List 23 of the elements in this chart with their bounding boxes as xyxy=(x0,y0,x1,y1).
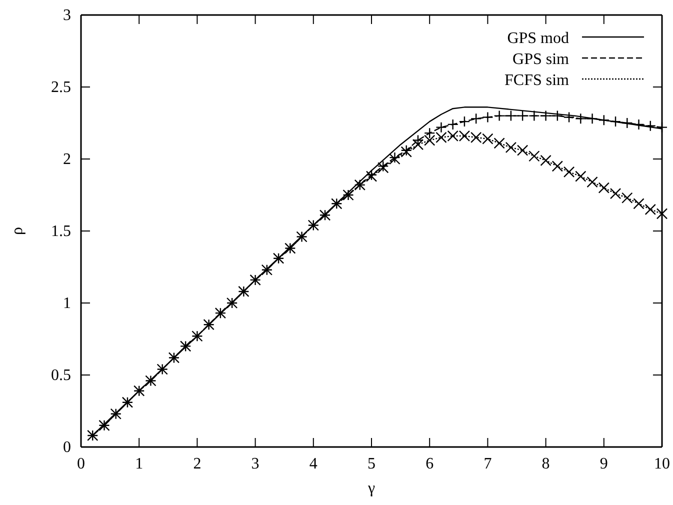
y-tick-label: 0 xyxy=(63,439,71,456)
x-tick-label: 5 xyxy=(368,455,376,472)
x-tick-label: 6 xyxy=(426,455,434,472)
x-tick-label: 1 xyxy=(135,455,144,472)
x-tick-label: 2 xyxy=(193,455,202,472)
y-tick-label: 0.5 xyxy=(51,367,71,384)
y-tick-label: 1 xyxy=(63,295,71,312)
x-tick-label: 0 xyxy=(77,455,85,472)
x-axis-title: γ xyxy=(366,480,376,497)
x-tick-label: 3 xyxy=(251,455,260,472)
legend-label: GPS sim xyxy=(512,51,570,68)
x-tick-label: 9 xyxy=(600,455,608,472)
legend-label: GPS mod xyxy=(507,30,569,47)
y-tick-label: 2 xyxy=(63,151,71,168)
x-tick-label: 4 xyxy=(309,455,318,472)
y-tick-label: 1.5 xyxy=(51,223,71,240)
x-tick-label: 10 xyxy=(654,455,670,472)
y-axis-title: ρ xyxy=(9,226,26,235)
y-tick-label: 2.5 xyxy=(51,79,71,96)
x-tick-label: 7 xyxy=(484,455,492,472)
y-tick-label: 3 xyxy=(63,7,71,24)
x-tick-label: 8 xyxy=(542,455,550,472)
legend-label: FCFS sim xyxy=(504,72,570,89)
